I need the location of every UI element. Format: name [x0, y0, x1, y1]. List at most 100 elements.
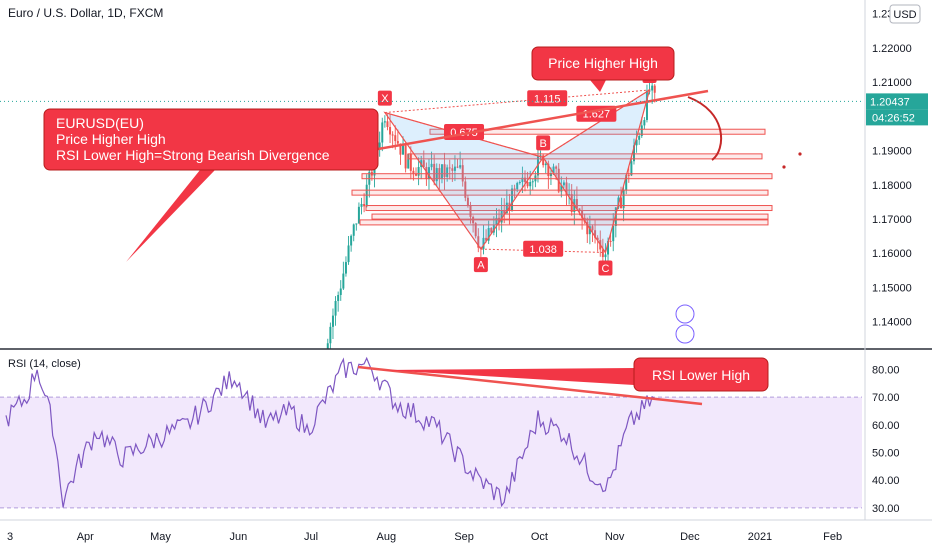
event-icon: [675, 304, 695, 324]
candle-body: [542, 155, 545, 166]
candle-body: [430, 163, 433, 168]
candle-body: [409, 153, 412, 171]
price-tick-label: 1.15000: [872, 282, 912, 294]
candle-body: [544, 163, 547, 166]
fib-ratio-badge: [523, 240, 564, 257]
price-tick-label: 1.21000: [872, 77, 912, 89]
candle-body: [630, 161, 633, 176]
candle-body: [640, 125, 643, 136]
candle-body: [485, 237, 488, 241]
candle-body: [513, 188, 516, 190]
candle-body: [477, 236, 480, 248]
candle-body: [383, 121, 386, 123]
price-tick-label: 1.16000: [872, 248, 912, 260]
time-tick-label: Jun: [229, 531, 247, 543]
candle-body: [337, 294, 340, 301]
candle-body: [492, 225, 495, 233]
rsi-band: [0, 397, 862, 508]
candle-body: [651, 85, 654, 91]
resistance-zone: [359, 219, 769, 226]
candle-body: [578, 208, 581, 211]
candle-body: [482, 237, 485, 249]
pivot-badge: [536, 135, 551, 151]
candle-body: [350, 235, 353, 246]
rsi-line: [5, 356, 656, 508]
candle-body: [500, 210, 503, 223]
candle-body: [427, 167, 430, 180]
candle-body: [469, 205, 472, 217]
time-tick-label: 3: [7, 531, 13, 543]
fib-ratio-label: 1.115: [534, 93, 561, 105]
price-pane[interactable]: XABCD1.1150.6751.6271.038EURUSD(EU)Price…: [0, 46, 862, 349]
candle-body: [435, 168, 438, 182]
candle-body: [620, 197, 623, 209]
candle-body: [503, 210, 506, 214]
candle-body: [575, 199, 578, 209]
pivot-label: A: [477, 260, 485, 272]
top-callout: [531, 46, 675, 81]
pivot-label: X: [381, 93, 389, 105]
fib-ratio-badge: [527, 90, 568, 107]
candle-body: [446, 167, 449, 177]
candle-body: [355, 223, 358, 225]
rsi-trendline: [357, 365, 703, 406]
left-callout-line: EURUSD(EU): [56, 115, 144, 131]
candle-body: [360, 203, 363, 207]
harmonic-ratio-line: [384, 112, 544, 158]
candle-body: [396, 141, 399, 144]
candle-body: [552, 166, 555, 173]
candle-body: [459, 165, 462, 168]
chart-title: Euro / U.S. Dollar, 1D, FXCM: [8, 6, 163, 20]
rsi-tick-label: 70.00: [872, 392, 900, 404]
harmonic-ratio-line: [480, 248, 606, 254]
candle-body: [381, 122, 384, 143]
pivot-badge: [598, 260, 613, 276]
rsi-title: RSI (14, close): [8, 358, 81, 370]
candle-body: [518, 182, 521, 184]
candle-body: [474, 223, 477, 237]
projection-dot: [782, 165, 786, 169]
candle-body: [433, 163, 436, 182]
price-tick-label: 1.17000: [872, 214, 912, 226]
resistance-zone: [371, 213, 769, 220]
price-tick-label: 1.18000: [872, 180, 912, 192]
price-tick-label: 1.14000: [872, 317, 912, 329]
left-callout-line: Price Higher High: [56, 131, 166, 147]
time-tick-label: Sep: [454, 531, 474, 543]
candle-body: [487, 228, 490, 241]
candle-body: [565, 182, 568, 196]
candle-body: [456, 166, 459, 168]
candle-body: [386, 121, 389, 128]
candle-body: [547, 163, 550, 177]
projection-arc: [687, 96, 723, 161]
candle-body: [521, 177, 524, 183]
candle-body: [378, 142, 381, 149]
candle-body: [638, 135, 641, 140]
candle-body: [635, 139, 638, 146]
time-axis[interactable]: 3 Apr May Jun Jul Aug Sep Oct Nov Dec 2021 Feb: [7, 531, 842, 543]
resistance-zone: [365, 205, 773, 212]
candle-body: [389, 127, 392, 135]
rsi-tick-label: 50.00: [872, 448, 900, 460]
currency-button[interactable]: USD: [889, 4, 921, 24]
price-axis[interactable]: 1.14000 1.15000 1.16000 1.17000 1.18000 1.190…: [872, 9, 912, 329]
candle-body: [531, 181, 534, 183]
fib-ratio-label: 1.038: [529, 244, 557, 256]
candle-body: [568, 194, 571, 196]
resistance-zone: [429, 128, 766, 135]
candle-body: [490, 228, 493, 233]
candle-body: [448, 167, 451, 169]
candle-body: [334, 300, 337, 316]
candle-body: [495, 217, 498, 226]
candle-body: [453, 166, 456, 171]
resistance-zone: [351, 189, 769, 196]
candle-body: [331, 315, 334, 327]
last-price-value: 1.20437: [870, 96, 910, 108]
candle-body: [560, 185, 563, 192]
candle-body: [653, 85, 656, 93]
time-tick-label: Aug: [376, 531, 396, 543]
candle-body: [529, 182, 532, 187]
event-icon: [675, 324, 695, 344]
rsi-tick-label: 60.00: [872, 420, 900, 432]
rsi-pane[interactable]: RSI Lower High: [0, 356, 862, 509]
